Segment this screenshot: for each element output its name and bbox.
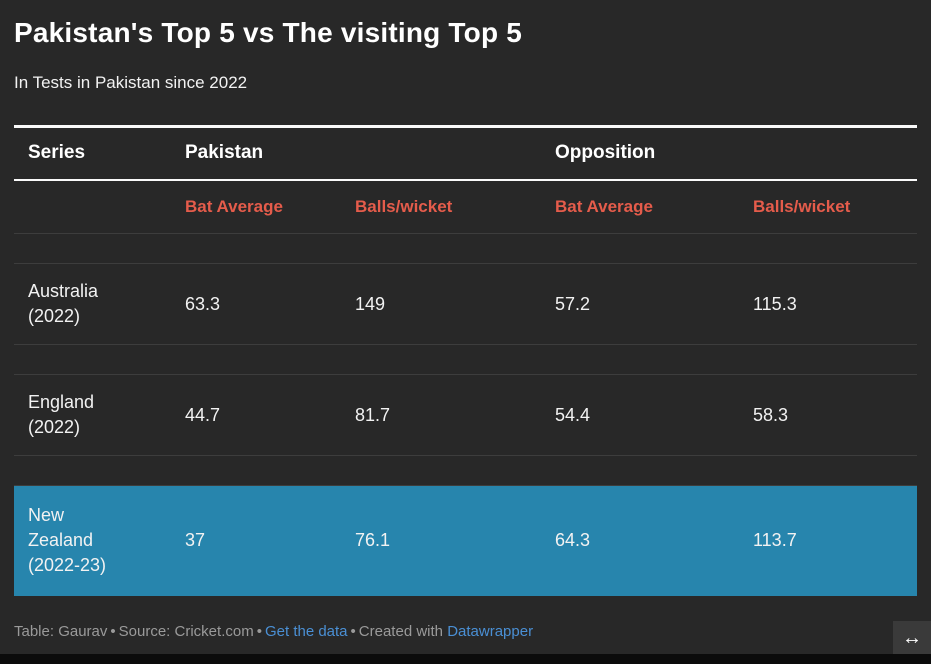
- sub-header-row: Bat Average Balls/wicket Bat Average Bal…: [14, 179, 918, 234]
- empty-header-cell: [14, 179, 171, 234]
- resize-handle[interactable]: ↔: [893, 621, 931, 655]
- pak-bat-average-cell: 37: [171, 485, 341, 596]
- opp-bat-average-cell: 54.4: [541, 374, 739, 456]
- series-cell: England (2022): [14, 374, 171, 456]
- season-label: (2022): [28, 306, 81, 326]
- season-label: (2022): [28, 417, 81, 437]
- table-credit: Table: Gaurav: [14, 622, 108, 640]
- pak-balls-wicket-cell: 81.7: [341, 374, 541, 456]
- datawrapper-link[interactable]: Datawrapper: [447, 622, 534, 640]
- table-row: England (2022) 44.7 81.7 54.4 58.3: [14, 374, 918, 456]
- source-credit: Source: Cricket.com: [118, 622, 254, 640]
- opp-bat-average-header: Bat Average: [541, 179, 739, 234]
- separator: •: [350, 622, 356, 640]
- season-label: (2022-23): [28, 555, 107, 576]
- col-group-pakistan: Pakistan: [171, 125, 541, 181]
- opp-balls-wicket-header: Balls/wicket: [739, 179, 918, 234]
- separator: •: [110, 622, 116, 640]
- bottom-strip: [0, 654, 931, 664]
- opp-balls-wicket-cell: 58.3: [739, 374, 918, 456]
- pak-balls-wicket-cell: 76.1: [341, 485, 541, 596]
- footer-credits: Table: Gaurav • Source: Cricket.com • Get th…: [14, 622, 917, 641]
- opp-balls-wicket-cell: 113.7: [739, 485, 918, 596]
- opp-bat-average-cell: 57.2: [541, 263, 739, 345]
- team-name: Australia: [28, 281, 99, 301]
- series-cell: Australia (2022): [14, 263, 171, 345]
- pak-balls-wicket-cell: 149: [341, 263, 541, 345]
- resize-arrows-icon: ↔: [902, 626, 922, 649]
- pak-balls-wicket-header: Balls/wicket: [341, 179, 541, 234]
- series-cell: New Zealand (2022-23): [14, 485, 171, 596]
- opp-balls-wicket-cell: 115.3: [739, 263, 918, 345]
- opp-bat-average-cell: 64.3: [541, 485, 739, 596]
- created-with-label: Created with: [358, 622, 444, 640]
- stats-table: Series Pakistan Opposition Bat Average B…: [14, 125, 918, 596]
- spacer-row: [14, 455, 918, 486]
- pak-bat-average-cell: 63.3: [171, 263, 341, 345]
- page-title: Pakistan's Top 5 vs The visiting Top 5: [14, 17, 523, 48]
- spacer-cell: [14, 233, 918, 264]
- team-name: New Zealand: [28, 505, 94, 551]
- get-the-data-link[interactable]: Get the data: [264, 622, 348, 640]
- spacer-row: [14, 344, 918, 375]
- col-group-opposition: Opposition: [541, 125, 918, 181]
- separator: •: [256, 622, 262, 640]
- spacer-cell: [14, 455, 918, 486]
- table-row: Australia (2022) 63.3 149 57.2 115.3: [14, 263, 918, 345]
- pak-bat-average-cell: 44.7: [171, 374, 341, 456]
- page-subtitle: In Tests in Pakistan since 2022: [14, 73, 248, 92]
- table-row: New Zealand (2022-23) 37 76.1 64.3 113.7: [14, 485, 918, 596]
- col-group-series: Series: [14, 125, 171, 181]
- pak-bat-average-header: Bat Average: [171, 179, 341, 234]
- spacer-row: [14, 233, 918, 264]
- spacer-cell: [14, 344, 918, 375]
- column-group-row: Series Pakistan Opposition: [14, 125, 918, 181]
- team-name: England: [28, 392, 95, 412]
